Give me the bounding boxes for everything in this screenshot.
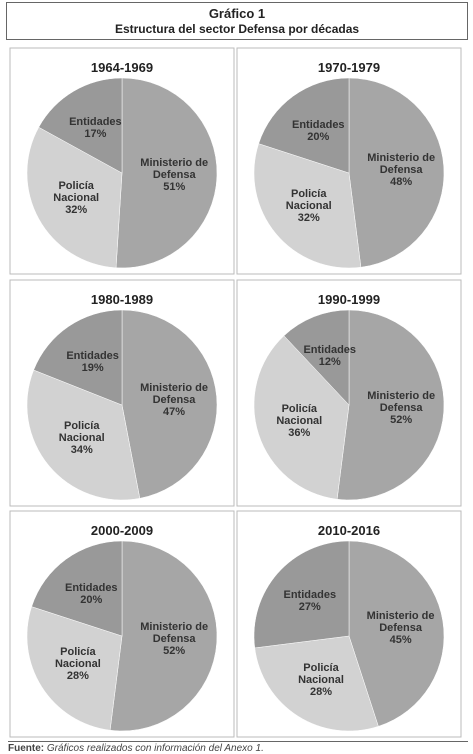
- value-label: 28%: [66, 669, 89, 682]
- value-label: 20%: [80, 593, 103, 606]
- pie-slice: [336, 309, 445, 501]
- slice-label: Ministerio de Defensa 52%: [133, 621, 215, 657]
- pie-slice: [253, 540, 350, 649]
- category: Entidades: [291, 118, 345, 131]
- panel-title: 1980-1989: [90, 292, 154, 307]
- panel: [9, 47, 235, 275]
- value-label: 36%: [288, 427, 311, 440]
- category: Ministerio de Defensa: [367, 390, 436, 415]
- slice-label: Policía Nacional 32%: [35, 180, 117, 216]
- pie-slice: [109, 540, 218, 732]
- slice-label: Entidades 19%: [52, 350, 134, 374]
- pie-slice: [26, 606, 123, 731]
- panel: [236, 279, 462, 507]
- slice-label: Ministerio de Defensa 47%: [133, 382, 215, 418]
- value-label: 48%: [390, 175, 413, 188]
- value-label: 34%: [70, 444, 93, 457]
- pie-slice: [121, 309, 218, 499]
- pie-slice: [258, 77, 350, 174]
- source-text: Gráficos realizados con información del …: [46, 743, 264, 754]
- category: Policía Nacional: [53, 180, 100, 205]
- category: Ministerio de Defensa: [140, 382, 208, 407]
- category: Ministerio de Defensa: [140, 621, 209, 646]
- pie-slice: [253, 335, 350, 500]
- slice-label: Policía Nacional 34%: [41, 420, 123, 456]
- pie-slice: [26, 369, 141, 501]
- pie-slice: [348, 540, 445, 727]
- pie-slice: [33, 309, 123, 406]
- value-label: 52%: [163, 645, 186, 658]
- pie-slice: [348, 77, 445, 268]
- value-label: 51%: [163, 180, 186, 193]
- slice-label: Entidades 12%: [289, 344, 371, 368]
- panel-title: 1964-1969: [90, 60, 154, 75]
- panel-title: 1990-1999: [317, 292, 381, 307]
- pie-slice: [38, 77, 123, 174]
- slice-label: Ministerio de Defensa 48%: [360, 152, 442, 188]
- footer: Fuente: Gráficos realizados con informac…: [8, 741, 468, 754]
- value-label: 19%: [81, 361, 104, 374]
- value-label: 52%: [390, 414, 413, 427]
- slice-label: Ministerio de Defensa 45%: [360, 610, 442, 646]
- panel: [236, 47, 462, 275]
- slice-label: Ministerio de Defensa 51%: [133, 157, 215, 193]
- title: Gráfico 1: [208, 6, 266, 21]
- source-label: Fuente:: [8, 743, 45, 754]
- slice-label: Policía Nacional 28%: [280, 662, 362, 698]
- slice-label: Entidades 20%: [50, 582, 132, 606]
- panel: [236, 510, 462, 738]
- value-label: 27%: [298, 601, 321, 614]
- panel-title: 2000-2009: [90, 523, 154, 538]
- subtitle: Estructura del sector Defensa por década…: [114, 22, 360, 36]
- value-label: 45%: [389, 633, 412, 646]
- category: Policía Nacional: [54, 645, 101, 670]
- value-label: 12%: [318, 356, 341, 369]
- panel: [9, 510, 235, 738]
- pie-slice: [31, 540, 123, 637]
- slice-label: Policía Nacional 28%: [37, 646, 119, 682]
- panel-title: 1970-1979: [317, 60, 381, 75]
- category: Entidades: [64, 581, 118, 594]
- pie-slice: [283, 309, 350, 406]
- category: Ministerio de Defensa: [140, 156, 209, 181]
- panel: [9, 279, 235, 507]
- value-label: 32%: [297, 212, 320, 225]
- category: Policía Nacional: [276, 403, 323, 428]
- value-label: 47%: [163, 406, 186, 419]
- slice-label: Entidades 20%: [277, 119, 359, 143]
- value-label: 17%: [84, 128, 107, 141]
- pie-slice: [26, 126, 123, 269]
- category: Policía Nacional: [285, 188, 332, 213]
- category: Entidades: [66, 349, 119, 362]
- header: Gráfico 1 Estructura del sector Defensa …: [6, 2, 468, 40]
- category: Entidades: [283, 589, 337, 602]
- category: Policía Nacional: [298, 662, 344, 687]
- slice-label: Policía Nacional 36%: [258, 403, 340, 439]
- value-label: 28%: [309, 686, 333, 699]
- category: Entidades: [303, 344, 357, 357]
- slice-label: Ministerio de Defensa 52%: [360, 390, 442, 426]
- category: Ministerio de Defensa: [366, 609, 435, 634]
- panel-title: 2010-2016: [317, 523, 381, 538]
- pie-slice: [253, 143, 362, 269]
- category: Entidades: [69, 116, 122, 129]
- slice-label: Entidades 27%: [269, 589, 351, 613]
- category: Ministerio de Defensa: [367, 151, 436, 176]
- slice-label: Policía Nacional 32%: [268, 188, 350, 224]
- pie-slice: [115, 77, 218, 269]
- value-label: 32%: [65, 204, 88, 217]
- category: Policía Nacional: [58, 420, 105, 445]
- value-label: 20%: [307, 130, 330, 143]
- pie-slice: [254, 635, 379, 732]
- slice-label: Entidades 17%: [54, 116, 136, 140]
